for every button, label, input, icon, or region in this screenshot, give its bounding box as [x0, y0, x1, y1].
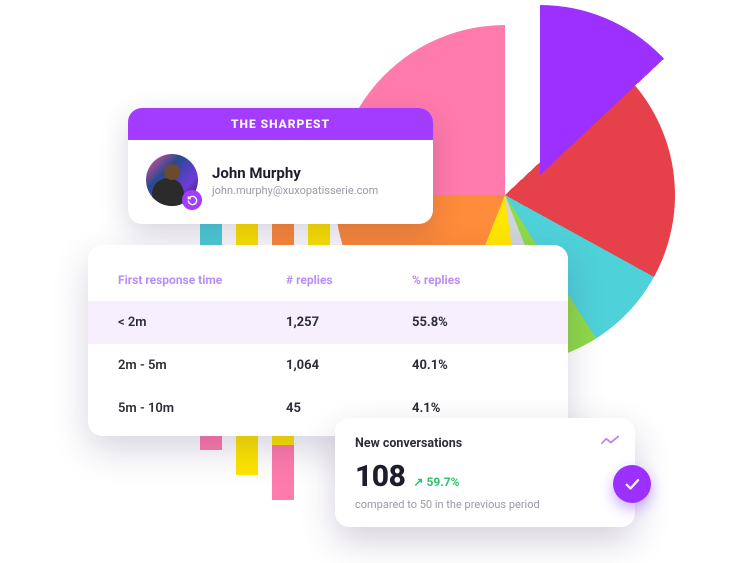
bar-segment — [272, 445, 294, 500]
award-header: THE SHARPEST — [128, 108, 433, 140]
table-cell: 4.1% — [412, 401, 538, 416]
refresh-icon — [182, 190, 202, 210]
response-time-table: First response time # replies % replies … — [88, 245, 568, 436]
kpi-delta: ↗ 59.7% — [413, 475, 459, 489]
table-cell: 55.8% — [412, 315, 538, 330]
check-icon — [613, 465, 651, 503]
kpi-value-row: 108 ↗ 59.7% — [355, 459, 615, 494]
kpi-value: 108 — [355, 459, 405, 494]
col-first-response: First response time — [118, 273, 286, 287]
col-replies-pct: % replies — [412, 273, 538, 287]
arrow-up-icon: ↗ — [413, 475, 423, 489]
table-header-row: First response time # replies % replies — [88, 269, 568, 301]
table-cell: < 2m — [118, 315, 286, 330]
table-row: < 2m1,25755.8% — [88, 301, 568, 344]
table-cell: 45 — [286, 401, 412, 416]
trend-icon — [601, 432, 619, 451]
table-cell: 1,257 — [286, 315, 412, 330]
award-card: THE SHARPEST John Murphy john.murphy@xux… — [128, 108, 433, 224]
award-email: john.murphy@xuxopatisserie.com — [212, 184, 378, 197]
award-text: John Murphy john.murphy@xuxopatisserie.c… — [212, 164, 378, 197]
award-name: John Murphy — [212, 164, 378, 182]
table-cell: 40.1% — [412, 358, 538, 373]
col-replies-count: # replies — [286, 273, 412, 287]
award-body: John Murphy john.murphy@xuxopatisserie.c… — [128, 140, 433, 224]
table-cell: 5m - 10m — [118, 401, 286, 416]
table-cell: 1,064 — [286, 358, 412, 373]
kpi-card: New conversations 108 ↗ 59.7% compared t… — [335, 418, 635, 527]
avatar-wrap — [146, 154, 198, 206]
kpi-subtext: compared to 50 in the previous period — [355, 498, 615, 511]
kpi-delta-value: 59.7% — [426, 475, 459, 489]
kpi-title: New conversations — [355, 436, 615, 451]
table-cell: 2m - 5m — [118, 358, 286, 373]
table-body: < 2m1,25755.8%2m - 5m1,06440.1%5m - 10m4… — [88, 301, 568, 430]
table-row: 2m - 5m1,06440.1% — [88, 344, 568, 387]
